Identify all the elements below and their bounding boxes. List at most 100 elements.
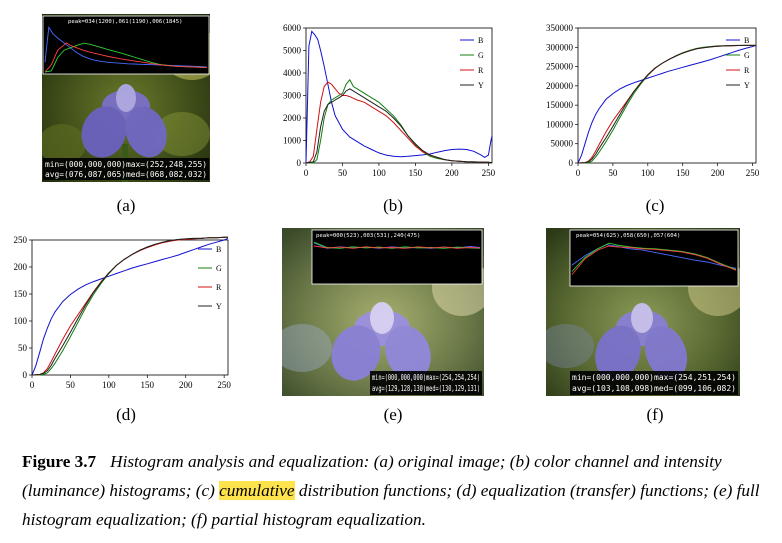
y-tick-label: 6000	[283, 23, 302, 33]
figure-caption: Figure 3.7 Histogram analysis and equaliz…	[22, 447, 762, 534]
y-tick-label: 100	[14, 316, 28, 326]
caption-highlight: cumulative	[219, 481, 295, 500]
stats-line2-e: avg=(129,128,130)med=(130,129,131)	[372, 383, 480, 393]
x-tick-label: 250	[482, 168, 496, 178]
plot-frame	[31, 239, 229, 376]
legend-label-r: R	[744, 66, 750, 75]
y-tick-label: 0	[23, 370, 28, 380]
y-tick-label: 350000	[546, 23, 574, 33]
panel-label-a: (a)	[116, 196, 136, 215]
legend-label-b: B	[216, 245, 221, 254]
y-tick-label: 5000	[283, 46, 302, 56]
legend-label-b: B	[744, 36, 749, 45]
chart-transfer: 0 50 100 150 200 250 0 50 100 150 200 250 B G R Y	[14, 235, 232, 390]
mini-histogram-a	[44, 25, 208, 73]
photo-full-equalization: peak=000(523),003(531),240(475) min=(000…	[282, 228, 484, 396]
mini-series-g	[571, 242, 737, 272]
series-line-r	[577, 44, 756, 164]
iris-flower	[81, 84, 167, 182]
x-tick-label: 0	[30, 380, 35, 390]
peak-label-e: peak=000(523),003(531),240(475)	[316, 233, 420, 239]
x-tick-label: 50	[338, 168, 348, 178]
legend-label-r: R	[216, 283, 222, 292]
legend-label-g: G	[478, 51, 484, 60]
series-line-b	[31, 237, 229, 376]
series-line-y	[31, 236, 228, 376]
chart-cumulative: 0 50000 100000 150000 200000 250000 300000 3500…	[546, 23, 760, 178]
y-tick-label: 50	[18, 343, 28, 353]
x-tick-label: 200	[179, 380, 193, 390]
chart-legend: B G R Y	[198, 245, 222, 311]
legend-label-b: B	[478, 36, 483, 45]
y-tick-label: 200	[14, 262, 28, 272]
legend-label-r: R	[478, 66, 484, 75]
y-tick-label: 250	[14, 235, 28, 245]
y-tick-label: 50000	[551, 139, 574, 149]
peak-label-a: peak=034(1200),061(1190),006(1845)	[68, 19, 183, 25]
series-line-b	[305, 30, 493, 164]
x-tick-label: 200	[445, 168, 459, 178]
series-line-g	[578, 44, 756, 164]
peak-label-f: peak=054(625),058(650),057(604)	[576, 233, 680, 239]
x-tick-label: 200	[711, 168, 725, 178]
x-tick-label: 150	[141, 380, 155, 390]
y-tick-label: 300000	[546, 42, 574, 52]
plot-frame	[577, 27, 757, 164]
panel-label-c: (c)	[645, 196, 665, 215]
y-tick-label: 1000	[283, 136, 302, 146]
panel-label-d: (d)	[116, 405, 136, 424]
x-tick-label: 0	[304, 168, 309, 178]
stats-line1-e: min=(000,000,000)max=(254,254,254)	[372, 372, 480, 382]
legend-label-y: Y	[744, 81, 750, 90]
mini-histogram-f	[571, 242, 737, 275]
caption-text-after: distribution functions; (d) equalization…	[22, 481, 760, 529]
plot-frame	[305, 27, 493, 164]
y-tick-label: 150000	[546, 100, 574, 110]
y-tick-label: 4000	[283, 68, 302, 78]
x-tick-label: 100	[641, 168, 655, 178]
y-tick-label: 0	[297, 158, 302, 168]
y-tick-label: 200000	[546, 81, 574, 91]
x-tick-label: 250	[746, 168, 760, 178]
panel-label-f: (f)	[646, 405, 664, 424]
chart-histograms: 0 1000 2000 3000 4000 5000 6000 0 50 100 150 200 250…	[283, 23, 496, 178]
legend-label-y: Y	[478, 81, 484, 90]
mini-series-r	[44, 42, 208, 73]
x-tick-label: 150	[676, 168, 690, 178]
x-tick-label: 150	[409, 168, 423, 178]
iris-flower	[595, 303, 688, 381]
stats-line2-f: avg=(103,108,098)med=(099,106,082)	[572, 383, 736, 393]
mini-series-r	[313, 245, 481, 249]
photo-original: peak=034(1200),061(1190),006(1845) min=(…	[42, 14, 210, 182]
y-tick-label: 250000	[546, 62, 574, 72]
figure-number: Figure 3.7	[22, 452, 97, 471]
photo-partial-equalization: peak=054(625),058(650),057(604) min=(000…	[546, 228, 740, 396]
legend-label-g: G	[216, 264, 222, 273]
x-tick-label: 0	[576, 168, 581, 178]
x-tick-label: 250	[217, 380, 231, 390]
y-tick-label: 100000	[546, 119, 574, 129]
mini-series-b	[44, 25, 208, 68]
series-line-y	[577, 44, 756, 164]
y-tick-label: 150	[14, 289, 28, 299]
x-tick-label: 50	[608, 168, 618, 178]
iris-flower	[331, 302, 431, 381]
stats-line1-f: min=(000,000,000)max=(254,251,254)	[572, 372, 736, 382]
y-tick-label: 0	[569, 158, 574, 168]
legend-label-g: G	[744, 51, 750, 60]
x-tick-label: 100	[372, 168, 386, 178]
mini-histogram-e	[313, 241, 481, 249]
y-tick-label: 3000	[283, 91, 302, 101]
stats-line2-a: avg=(076,087,065)med=(068,082,032)	[45, 169, 207, 179]
stats-line1-a: min=(000,000,000)max=(252,248,255)	[45, 159, 207, 169]
x-tick-label: 50	[66, 380, 76, 390]
panel-label-b: (b)	[383, 196, 403, 215]
legend-label-y: Y	[216, 302, 222, 311]
panel-label-e: (e)	[383, 405, 403, 424]
mini-series-r	[571, 245, 737, 275]
y-tick-label: 2000	[283, 113, 302, 123]
series-line-y	[305, 88, 493, 164]
series-line-g	[306, 78, 493, 164]
